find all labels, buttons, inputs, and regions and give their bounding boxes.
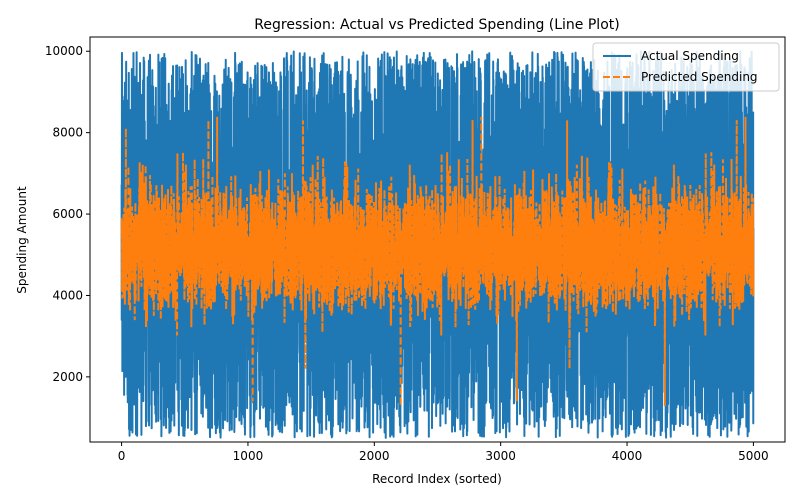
series-predicted-line [120, 116, 755, 406]
x-axis: 0 1000 2000 3000 4000 5000 [118, 442, 769, 463]
y-tick-label: 4000 [52, 288, 83, 302]
y-tick-label: 2000 [52, 370, 83, 384]
series-actual-line [120, 50, 755, 439]
x-tick-label: 0 [118, 449, 126, 463]
x-tick-label: 1000 [233, 449, 264, 463]
x-axis-label: Record Index (sorted) [372, 472, 502, 486]
y-axis-label: Spending Amount [15, 186, 29, 294]
legend-label-actual: Actual Spending [641, 49, 739, 63]
chart-title: Regression: Actual vs Predicted Spending… [254, 17, 619, 33]
y-tick-label: 8000 [52, 126, 83, 140]
legend-box [592, 42, 780, 92]
plot-area: 0 1000 2000 3000 4000 5000 2000 4000 6000 8000 10… [45, 36, 786, 463]
y-axis: 2000 4000 6000 8000 10000 [45, 44, 90, 384]
x-tick-label: 2000 [359, 449, 390, 463]
x-tick-label: 3000 [485, 449, 516, 463]
y-tick-label: 6000 [52, 207, 83, 221]
plot-frame [89, 36, 786, 443]
legend-label-predicted: Predicted Spending [641, 70, 758, 84]
legend: Actual Spending Predicted Spending [592, 42, 780, 92]
x-tick-label: 4000 [612, 449, 643, 463]
x-tick-label: 5000 [738, 449, 769, 463]
y-tick-label: 10000 [45, 44, 83, 58]
